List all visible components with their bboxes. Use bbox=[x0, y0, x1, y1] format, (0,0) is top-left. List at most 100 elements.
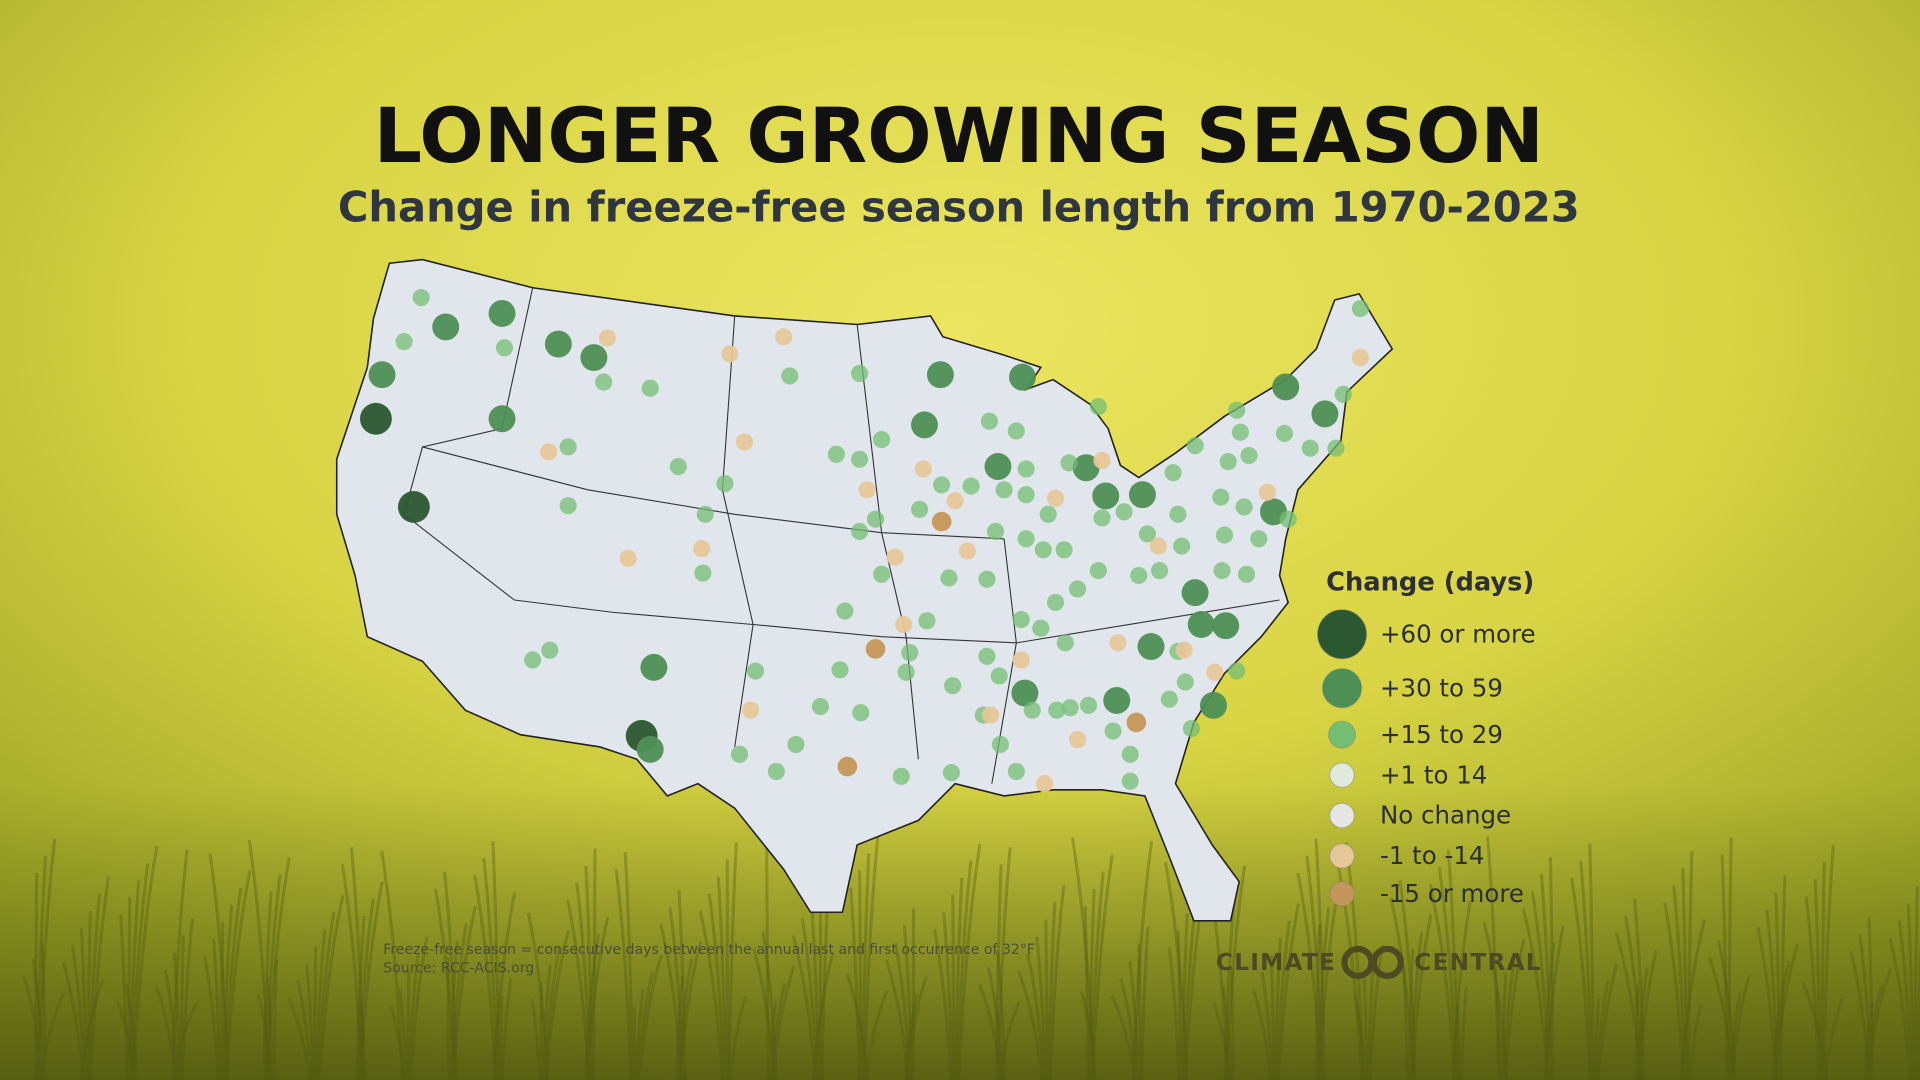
grass-blade bbox=[1368, 945, 1384, 1080]
station-dot bbox=[1160, 690, 1178, 708]
station-dot bbox=[598, 329, 616, 347]
grass-blade bbox=[592, 848, 597, 1080]
grass-blade bbox=[1398, 880, 1418, 1080]
station-dot bbox=[911, 500, 929, 518]
grass-blade bbox=[79, 928, 88, 1080]
station-dot bbox=[1169, 505, 1187, 523]
station-dot bbox=[495, 339, 514, 357]
station-dot bbox=[716, 475, 734, 493]
grass-blade bbox=[1137, 944, 1142, 1080]
grass-blade bbox=[1079, 991, 1098, 1080]
grass-blade bbox=[225, 870, 252, 1080]
legend-label: +15 to 29 bbox=[1380, 720, 1503, 749]
source: Source: RCC-ACIS.org bbox=[383, 961, 534, 977]
grass-blade bbox=[305, 963, 315, 1080]
station-dot bbox=[397, 491, 430, 523]
station-dot bbox=[1034, 541, 1052, 559]
state-borders bbox=[403, 287, 1280, 784]
grass-blade bbox=[1428, 883, 1457, 1080]
station-dot bbox=[1103, 686, 1131, 714]
grass-blade bbox=[812, 952, 835, 1080]
grass-blade bbox=[1801, 981, 1829, 1080]
grass-blade bbox=[1275, 920, 1291, 1080]
grass-blade bbox=[1865, 968, 1893, 1080]
station-dot bbox=[1228, 401, 1246, 419]
grass-blade bbox=[1460, 986, 1468, 1080]
grass-blade bbox=[1316, 907, 1331, 1080]
grass-blade bbox=[316, 911, 336, 1080]
grass-blade bbox=[491, 841, 501, 1080]
station-dot bbox=[978, 570, 996, 588]
grass-blade bbox=[1521, 908, 1550, 1080]
station-dot bbox=[1130, 566, 1148, 585]
station-dot bbox=[866, 510, 885, 528]
station-dot bbox=[933, 476, 951, 494]
grass-blade bbox=[1672, 885, 1687, 1080]
station-dot bbox=[1068, 580, 1087, 598]
station-dot bbox=[775, 328, 793, 346]
grass-blade bbox=[1269, 955, 1276, 1080]
grass-blade bbox=[1305, 855, 1325, 1080]
grass-blade bbox=[482, 858, 499, 1080]
station-dot bbox=[742, 701, 760, 719]
grass-blade bbox=[1720, 854, 1729, 1080]
station-dot bbox=[1206, 663, 1224, 681]
grass-blade bbox=[791, 935, 817, 1080]
grass-blade bbox=[355, 915, 366, 1080]
grass-blade bbox=[1455, 1003, 1462, 1080]
grass-blade bbox=[1804, 896, 1820, 1080]
grass-blade bbox=[637, 954, 663, 1080]
station-dot bbox=[1173, 537, 1191, 555]
grass-blade bbox=[154, 986, 178, 1080]
grass-blade bbox=[212, 939, 222, 1080]
grass-blade bbox=[433, 888, 457, 1080]
grass-blade bbox=[1570, 877, 1592, 1080]
grass-blade bbox=[1779, 875, 1787, 1080]
grass-blade bbox=[172, 952, 181, 1080]
station-dot bbox=[1061, 699, 1079, 717]
grass-blade bbox=[181, 918, 195, 1080]
grass-blade bbox=[1353, 996, 1367, 1080]
station-dot bbox=[980, 412, 998, 430]
station-dot bbox=[1213, 562, 1231, 580]
legend-swatch bbox=[1329, 881, 1355, 907]
grass-blade bbox=[407, 953, 420, 1080]
station-dot bbox=[873, 431, 891, 449]
station-dot bbox=[524, 651, 542, 669]
grass-blade bbox=[530, 998, 542, 1080]
station-dot bbox=[827, 445, 845, 463]
grass-blade bbox=[951, 895, 956, 1080]
station-dot bbox=[1121, 745, 1139, 763]
station-dot bbox=[694, 564, 712, 582]
station-dot bbox=[852, 704, 870, 722]
station-dot bbox=[1228, 662, 1246, 680]
station-dot bbox=[1092, 482, 1120, 510]
station-dot bbox=[962, 477, 980, 495]
grass-blade bbox=[716, 876, 728, 1080]
grass-blade bbox=[1539, 874, 1553, 1080]
grass-blade bbox=[313, 946, 318, 1080]
grass-blade bbox=[318, 894, 345, 1080]
grass-blade bbox=[1595, 980, 1610, 1080]
station-dot bbox=[1093, 451, 1111, 469]
station-dot bbox=[1138, 525, 1156, 543]
grass-blade bbox=[698, 910, 724, 1080]
grass-blade bbox=[398, 987, 408, 1080]
station-dot bbox=[984, 453, 1012, 480]
grass-blade bbox=[79, 979, 105, 1080]
grass-blade bbox=[1176, 930, 1183, 1080]
grass-blade bbox=[450, 923, 468, 1080]
grass-blade bbox=[769, 982, 787, 1080]
legend: +60 or more +30 to 59 +15 to 29 +1 to 14 No … bbox=[1316, 609, 1536, 908]
legend-swatch bbox=[1321, 667, 1363, 709]
grass-blade bbox=[1140, 926, 1150, 1080]
station-dot bbox=[895, 615, 913, 634]
grass-blade bbox=[265, 856, 291, 1080]
footnote: Freeze-free season = consecutive days be… bbox=[383, 942, 1035, 958]
station-dot bbox=[940, 569, 958, 587]
grass-blade bbox=[1366, 962, 1375, 1080]
grass-blade bbox=[1756, 926, 1778, 1080]
station-dot bbox=[669, 457, 687, 476]
station-dot bbox=[1012, 611, 1030, 629]
logo-mark bbox=[1341, 945, 1404, 979]
